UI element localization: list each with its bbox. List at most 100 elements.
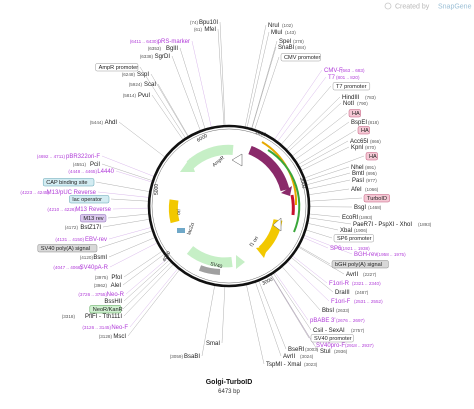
label-csii-sexai[interactable]: (2757) CsiI - SexAI bbox=[313, 328, 365, 334]
label-sp6-promoter[interactable]: SP6 promoter bbox=[333, 234, 374, 243]
label-acc65i[interactable]: (866)Acc65I bbox=[350, 139, 381, 145]
label-bgh-rev[interactable]: (1958 .. 1975)BGH-rev bbox=[354, 252, 406, 258]
label-hindiii[interactable]: (783) HindIII bbox=[342, 95, 376, 101]
label-ha3[interactable]: HA bbox=[365, 152, 378, 161]
label-bgh-polya[interactable]: bGH poly(A) signal bbox=[331, 260, 389, 269]
label-neo-f[interactable]: (3126 .. 3145) Neo-F bbox=[82, 325, 128, 331]
leader-line bbox=[171, 55, 201, 131]
label-bbsi[interactable]: (2633)BbsI bbox=[322, 308, 350, 314]
label-prs-marker[interactable]: (6411 .. 6430) pRS-marker bbox=[130, 39, 190, 45]
label-box-turboid bbox=[363, 194, 390, 203]
label-avrii[interactable]: (2227) AvrII bbox=[346, 272, 377, 278]
label-bstz17i[interactable]: (4172) BstZ17I bbox=[65, 225, 102, 231]
leader-line bbox=[305, 166, 350, 182]
feature-position: (143) bbox=[285, 30, 296, 35]
label-box-ampr-promoter bbox=[95, 63, 139, 72]
label-m13-reverse[interactable]: (4210 .. 4226) M13 Reverse bbox=[47, 207, 111, 213]
label-ha2[interactable]: HA bbox=[357, 126, 370, 135]
label-msci[interactable]: (3128) MscI bbox=[99, 334, 127, 340]
label-sv40-promoter[interactable]: SV40 promoter bbox=[310, 334, 354, 343]
leader-line bbox=[277, 76, 327, 142]
label-bspei[interactable]: (818)BspEI bbox=[351, 120, 379, 126]
inner-arrow-top bbox=[231, 153, 243, 167]
label-snabi[interactable]: (484)SnaBI bbox=[278, 45, 306, 51]
feature-name: BstZ17I bbox=[80, 225, 101, 231]
label-pflfi-tth111i[interactable]: (3318) PflFI - Tth111I bbox=[62, 314, 123, 320]
feature-name: PfoI bbox=[111, 275, 122, 281]
label-smai[interactable]: SmaI bbox=[206, 341, 220, 347]
feature-position: (61) bbox=[194, 27, 203, 32]
label-lac-operator[interactable]: lac operator bbox=[69, 195, 110, 204]
label-cmv-f[interactable]: (663 .. 683)CMV-F bbox=[324, 68, 365, 74]
label-pfoi[interactable]: (3975) PfoI bbox=[95, 275, 123, 281]
backbone-inner-ring bbox=[151, 128, 307, 284]
label-draiii[interactable]: (2487) DraIII bbox=[335, 290, 369, 296]
label-bsmi[interactable]: (4120) BsmI bbox=[80, 255, 108, 261]
label-m13-rev[interactable]: M13 rev bbox=[80, 214, 107, 223]
label-bpu10i[interactable]: (74) Bpu10I bbox=[190, 20, 218, 26]
label-nhei[interactable]: (891)NheI bbox=[351, 165, 376, 171]
leader-line bbox=[151, 94, 183, 140]
label-bseri[interactable]: (3003)BseRI bbox=[288, 347, 319, 353]
label-alei[interactable]: (3962) AleI bbox=[94, 283, 122, 289]
label-pbabe-3[interactable]: (2676 .. 2697)pBABE 3' bbox=[310, 318, 365, 324]
label-m13-puc-reverse[interactable]: (4223 .. 4245)M13/pUC Reverse bbox=[20, 190, 96, 196]
label-f1ori-f[interactable]: (2531 .. 2552)F1ori-F bbox=[331, 299, 383, 305]
label-mfei[interactable]: (61) MfeI bbox=[194, 27, 217, 33]
label-scai[interactable]: (5924) ScaI bbox=[129, 82, 157, 88]
label-box-m13-rev bbox=[80, 214, 107, 223]
leader-line bbox=[108, 237, 155, 258]
label-bsshii[interactable]: BssHII bbox=[104, 299, 122, 305]
label-ampr-promoter[interactable]: AmpR promoter bbox=[95, 63, 139, 72]
leader-line bbox=[299, 246, 331, 265]
label-f1ori-r[interactable]: (2321 .. 2340)F1ori-R bbox=[329, 281, 381, 287]
label-afei[interactable]: (1066)AfeI bbox=[351, 187, 379, 193]
label-pcii[interactable]: (4551) PciI bbox=[73, 162, 101, 168]
label-bmti[interactable]: (895)BmtI bbox=[352, 171, 377, 177]
label-cap-binding-site[interactable]: CAP binding site bbox=[42, 178, 95, 187]
label-t7[interactable]: (801 .. 820)T7 bbox=[328, 75, 360, 81]
label-box-ha3 bbox=[365, 152, 378, 161]
label-sp6[interactable]: (1921 .. 1938)SP6 bbox=[330, 246, 370, 252]
label-ha1[interactable]: HA bbox=[348, 109, 361, 118]
label-sv40pa-r[interactable]: (4047 .. 4066)SV40pA-R bbox=[53, 265, 108, 271]
label-nrui[interactable]: (102)NruI bbox=[268, 23, 293, 29]
label-ebv-rev[interactable]: (4131 .. 4150) EBV-rev bbox=[55, 237, 107, 243]
label-bsabi[interactable]: (3059) BsaBI bbox=[170, 354, 201, 360]
label-kpni[interactable]: (870)KpnI bbox=[351, 145, 376, 151]
label-avrii-b[interactable]: (3024) AvrII bbox=[283, 354, 314, 360]
label-neor-kanr[interactable]: NeoR/KanR bbox=[89, 305, 123, 314]
feature-position: (4120) bbox=[80, 255, 94, 260]
label-tspmi-xmai[interactable]: (3023)TspMI - XmaI bbox=[266, 362, 318, 368]
label-pasi[interactable]: (977)PasI bbox=[352, 178, 377, 184]
label-l4440[interactable]: (4448 .. 4465) L4440 bbox=[68, 169, 114, 175]
label-noti[interactable]: (790)NotI bbox=[343, 101, 368, 107]
label-sv40pro-f[interactable]: (2918 .. 2937)SV40pro-F bbox=[316, 343, 374, 349]
label-cmv-promoter[interactable]: CMV promoter bbox=[280, 53, 321, 62]
label-sv40-polya-signal[interactable]: SV40 poly(A) signal bbox=[37, 244, 98, 253]
leader-line bbox=[108, 227, 151, 240]
snapgene-logo-icon bbox=[384, 2, 392, 10]
feature-name: BGH-rev bbox=[354, 252, 377, 258]
label-turboid[interactable]: TurboID bbox=[363, 194, 390, 203]
label-spei[interactable]: (378)SpeI bbox=[279, 39, 304, 45]
leader-line bbox=[109, 242, 158, 268]
label-sgrdi[interactable]: (6338) SgrDI bbox=[140, 54, 171, 60]
label-t7-promoter[interactable]: T7 promoter bbox=[332, 82, 371, 91]
label-pbr322ori-f[interactable]: (4692 .. 4711) pBR322ori-F bbox=[37, 154, 101, 160]
label-neo-r[interactable]: (3726 .. 3755) Neo-R bbox=[78, 292, 124, 298]
label-sspi[interactable]: (6248) SspI bbox=[122, 72, 150, 78]
label-pvui[interactable]: (5814) PvuI bbox=[123, 93, 151, 99]
label-ahdi[interactable]: (5444) AhdI bbox=[90, 120, 118, 126]
label-ecori[interactable]: (1893)EcoRI bbox=[342, 215, 373, 221]
label-bglii[interactable]: (6353) BglII bbox=[148, 46, 179, 52]
label-mlui[interactable]: (143)MluI bbox=[271, 30, 296, 36]
feature-position: (2918 .. 2937) bbox=[345, 343, 374, 348]
feature-name: SV40pA-R bbox=[80, 265, 109, 271]
label-xbai[interactable]: (1906)XbaI bbox=[340, 228, 368, 234]
label-stui[interactable]: (2936)StuI bbox=[320, 349, 348, 355]
tick-4000: 4000 bbox=[162, 250, 173, 263]
label-bsgi[interactable]: (1468)BsgI bbox=[354, 205, 382, 211]
label-paer7i[interactable]: (1893) PaeR7I - PspXI - XhoI bbox=[353, 222, 432, 228]
feature-position: (4551) bbox=[73, 162, 87, 167]
